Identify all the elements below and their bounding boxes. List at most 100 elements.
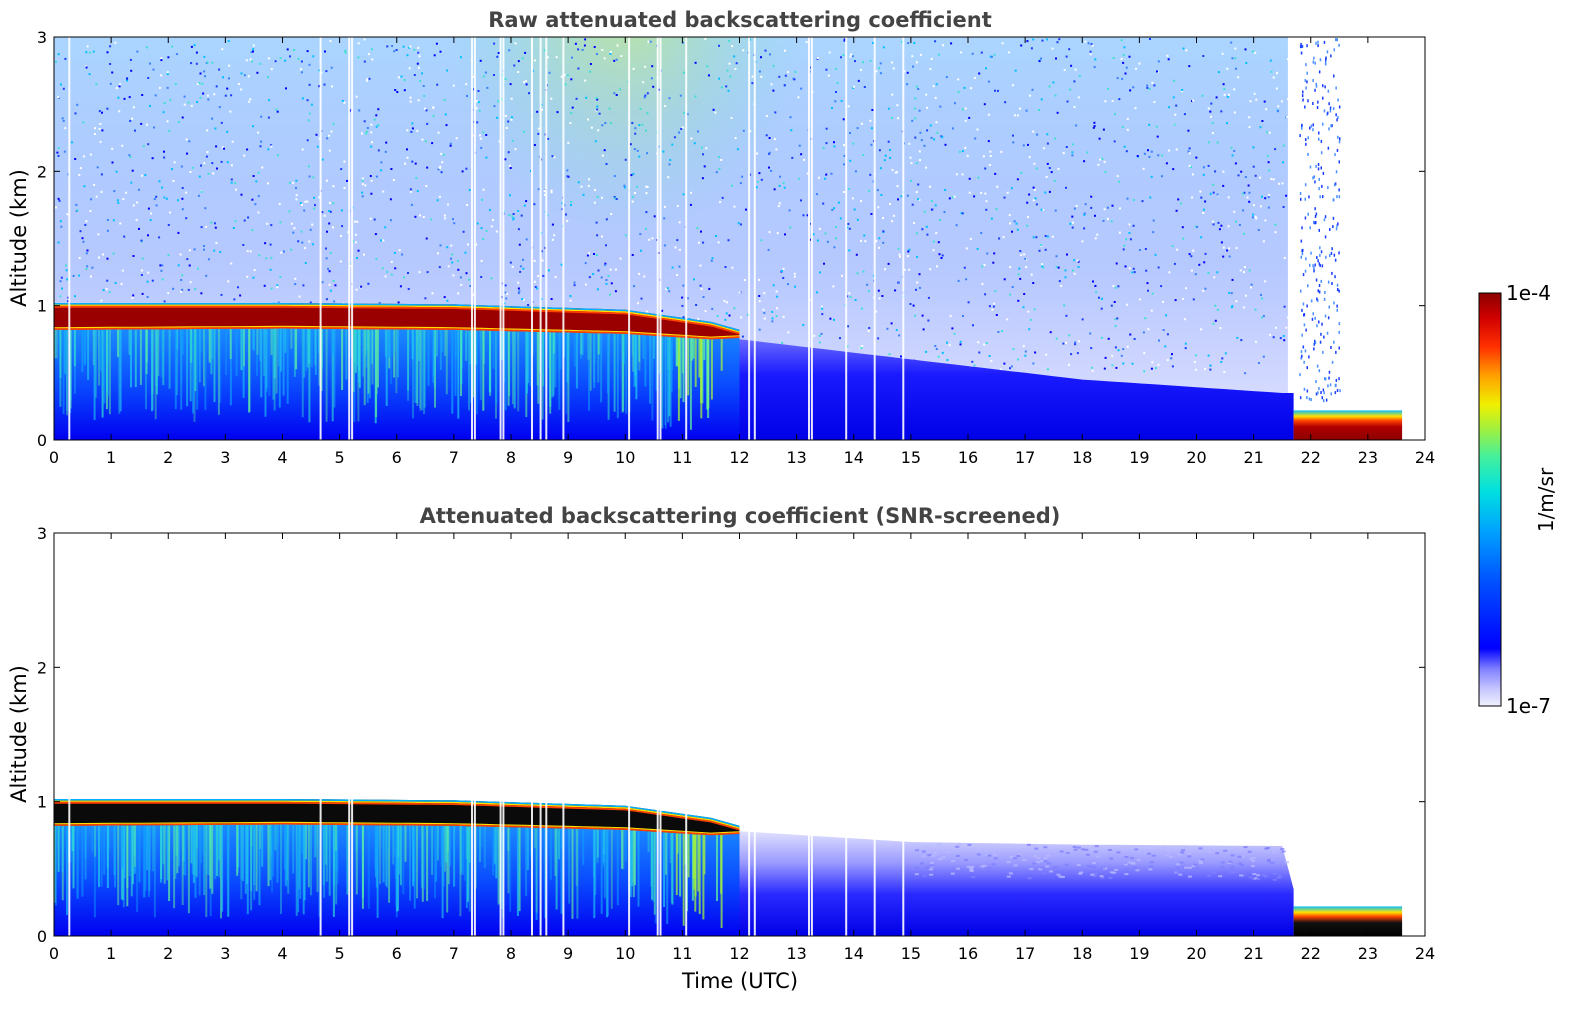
noise-speck [375,125,378,128]
noise-speck [1182,47,1185,50]
noise-speck [833,318,835,321]
noise-speck [1306,44,1308,48]
noise-speck [1304,216,1307,220]
noise-speck [310,103,313,106]
boundary-layer-patch [926,846,931,849]
noise-speck [962,315,964,317]
noise-speck [882,217,884,219]
noise-speck [120,282,123,285]
noise-speck [1172,96,1175,99]
noise-speck [921,314,924,317]
noise-speck [1115,262,1118,265]
noise-speck [1081,318,1084,321]
noise-speck [916,281,919,284]
boundary-layer-patch [957,843,962,846]
x-tick-label: 13 [786,448,806,467]
noise-speck [1244,372,1247,375]
noise-speck [1212,191,1215,194]
noise-speck [671,143,674,146]
noise-speck [1231,278,1234,281]
noise-speck [1336,118,1338,122]
noise-speck [769,53,771,56]
noise-speck [485,229,488,232]
noise-speck [331,85,333,88]
noise-speck [941,136,944,139]
noise-speck [108,291,111,294]
noise-speck [900,195,903,198]
noise-speck [1132,224,1135,227]
noise-speck [686,297,689,300]
noise-speck [343,160,346,163]
noise-speck [1266,131,1269,134]
noise-speck [303,209,306,212]
y-tick-label: 0 [37,927,47,946]
noise-speck [1123,145,1126,148]
noise-speck [79,230,82,233]
noise-speck [1138,62,1141,65]
noise-speck [1038,249,1041,252]
noise-speck [631,254,634,256]
cloud-base-edge [54,821,740,834]
noise-speck [1237,76,1240,79]
noise-speck [566,74,569,77]
noise-speck [1094,237,1097,240]
x-tick-label: 11 [672,448,692,467]
noise-speck [249,250,252,253]
noise-speck [1300,255,1302,259]
noise-speck [480,276,483,278]
noise-speck [167,254,170,257]
noise-speck [419,214,421,217]
noise-speck [202,92,205,95]
boundary-layer-patch [1252,857,1257,860]
noise-speck [1272,178,1275,181]
noise-speck [1174,299,1177,302]
noise-speck [504,115,507,117]
noise-speck [942,44,945,47]
noise-speck [1042,266,1045,269]
noise-speck [1308,355,1310,359]
noise-speck [1338,322,1341,326]
noise-speck [1173,262,1176,265]
noise-speck [745,208,747,211]
noise-speck [594,140,597,143]
noise-speck [160,59,163,62]
data-gap [845,794,848,936]
noise-speck [639,233,642,236]
noise-speck [1310,398,1312,402]
noise-speck [888,353,891,356]
noise-speck [952,127,954,130]
boundary-layer-patch [1131,862,1136,865]
noise-speck [1112,57,1115,60]
noise-speck [1022,345,1025,348]
noise-speck [1089,332,1092,335]
noise-speck [1200,236,1203,239]
noise-speck [520,214,523,217]
noise-speck [510,118,513,121]
boundary-layer-patch [1184,846,1189,849]
noise-speck [1282,206,1285,208]
noise-speck [809,238,812,241]
noise-speck [1010,187,1013,190]
noise-speck [485,134,488,136]
noise-speck [1312,123,1314,127]
noise-speck [1011,286,1014,288]
noise-speck [333,300,336,303]
noise-speck [1058,280,1061,283]
noise-speck [1234,57,1237,60]
noise-speck [965,278,968,281]
noise-speck [957,279,960,282]
noise-speck [867,290,870,293]
noise-speck [443,296,446,299]
noise-speck [1252,165,1255,168]
noise-speck [117,201,120,204]
noise-speck [758,300,761,303]
noise-speck [1230,41,1233,44]
noise-speck [467,243,469,246]
noise-speck [215,85,218,88]
noise-speck [1023,253,1026,256]
noise-speck [1323,40,1326,44]
noise-speck [512,217,515,220]
noise-speck [391,45,394,47]
noise-speck [230,164,233,167]
noise-speck [1338,160,1340,164]
